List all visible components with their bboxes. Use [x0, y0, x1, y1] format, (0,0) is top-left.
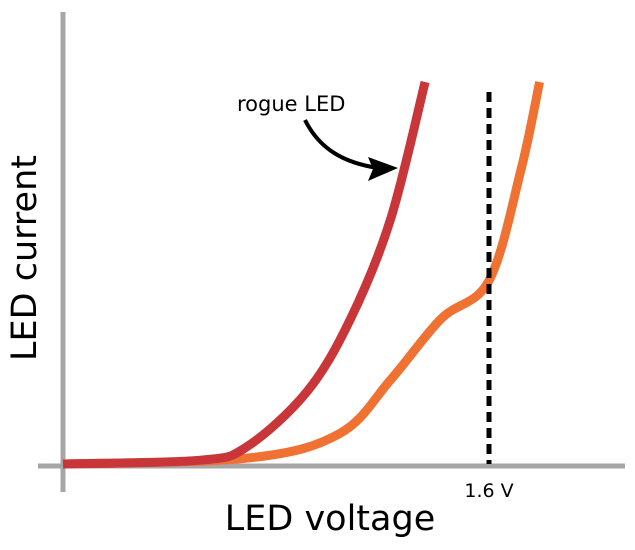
rogue-led-curve: [62, 80, 430, 469]
annotation-arrowhead: [368, 157, 398, 181]
x-axis-label: LED voltage: [225, 499, 435, 539]
series-layer: [62, 80, 544, 469]
normal-led-curve: [62, 81, 544, 469]
annotation-label: rogue LED: [237, 92, 345, 116]
voltage-marker-label: 1.6 V: [464, 480, 513, 502]
annotation-arrow: [303, 119, 379, 170]
y-axis-label: LED current: [5, 155, 45, 361]
